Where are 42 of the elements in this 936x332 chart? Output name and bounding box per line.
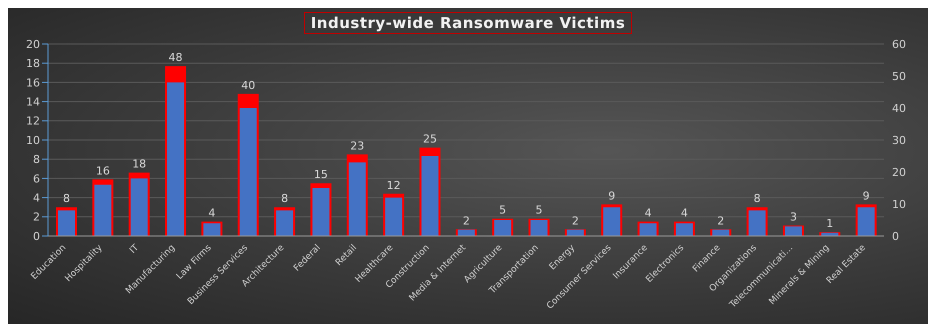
data-label: 12 [386,178,401,192]
data-label: 1 [826,217,834,230]
y2-tick-label: 10 [892,198,906,211]
data-label: 25 [422,132,437,146]
data-label: 9 [608,189,616,202]
data-label: 9 [862,189,870,202]
y-tick-label: 14 [26,96,40,109]
y2-tick-label: 0 [892,230,899,243]
data-label: 3 [790,210,797,224]
y2-tick-label: 30 [892,134,906,147]
y-tick-label: 4 [33,192,40,205]
y-tick-label: 0 [33,230,40,243]
data-label: 40 [241,78,256,92]
data-label: 8 [63,192,70,206]
y-tick-label: 2 [33,210,40,224]
y-tick-label: 16 [26,76,40,90]
data-label: 5 [536,204,543,217]
y-tick-label: 20 [26,38,40,51]
data-label: 48 [168,51,183,64]
y2-tick-label: 20 [892,166,906,179]
data-label: 8 [754,192,761,206]
y-tick-label: 18 [26,57,40,70]
chart-title: Industry-wide Ransomware Victims [304,12,632,34]
data-label: 2 [717,214,724,228]
data-label: 8 [281,192,288,206]
data-label: 4 [644,206,652,220]
y-tick-label: 8 [33,153,40,166]
y2-tick-label: 60 [892,38,906,51]
y2-tick-label: 50 [892,70,906,83]
y-tick-label: 10 [26,134,40,147]
data-label: 15 [314,168,328,182]
y-tick-label: 12 [26,114,40,128]
data-label: 16 [96,164,110,178]
data-label: 23 [350,139,364,152]
data-label: 4 [680,206,688,220]
data-label: 5 [499,204,506,217]
data-label: 2 [572,214,579,228]
data-label: 4 [208,206,216,220]
y2-tick-label: 40 [892,102,906,115]
data-label: 18 [132,158,146,171]
y-tick-label: 6 [33,172,40,186]
data-label: 2 [462,214,470,228]
